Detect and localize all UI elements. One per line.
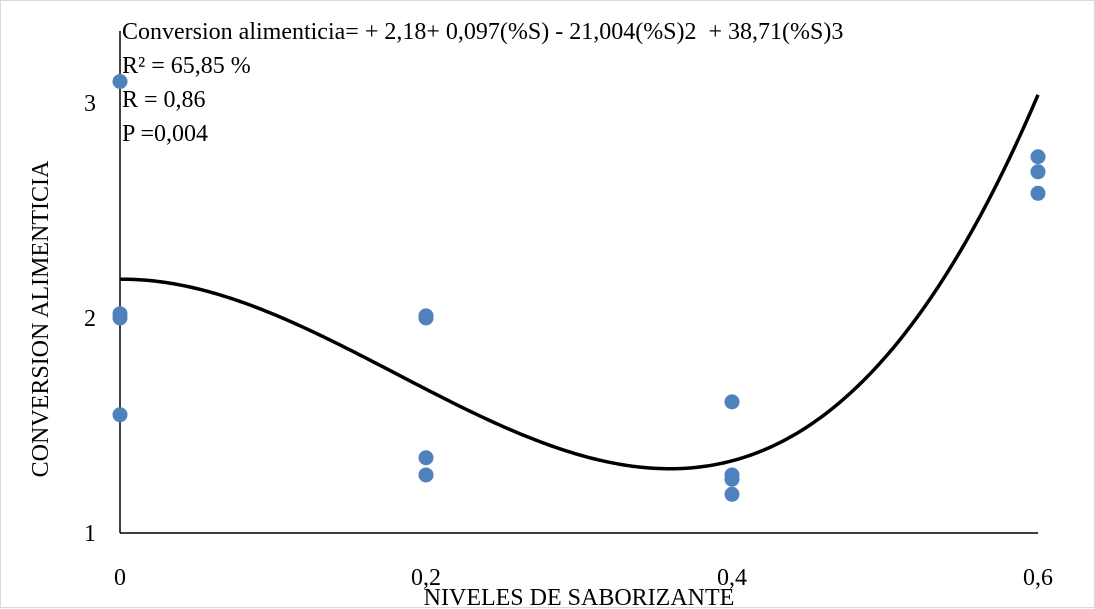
data-point: [418, 450, 434, 466]
data-point: [724, 471, 740, 487]
data-point: [418, 467, 434, 483]
data-point: [112, 407, 128, 423]
data-point: [112, 74, 128, 89]
y-axis-title: CONVERSION ALIMENTICIA: [28, 160, 54, 477]
data-point: [1030, 185, 1046, 201]
y-tick-label: 2: [84, 306, 96, 332]
regression-curve: [119, 94, 1040, 471]
y-tick-label: 1: [84, 521, 96, 547]
data-point: [1030, 164, 1046, 180]
x-tick-labels: 0 0,2 0,4 0,6: [114, 565, 1053, 591]
x-axis-title: NIVELES DE SABORIZANTE: [424, 585, 735, 609]
equation-annotation: P =0,004: [122, 121, 208, 147]
x-tick-label: 0,2: [411, 565, 441, 591]
data-points: [112, 74, 1046, 502]
x-tick-label: 0,6: [1023, 565, 1053, 591]
data-point: [724, 486, 740, 502]
equation-annotation: Conversion alimenticia= + 2,18+ 0,097(%S…: [122, 19, 843, 45]
data-point: [724, 394, 740, 410]
y-tick-labels: 1 2 3: [84, 91, 96, 547]
axes: [119, 31, 1038, 534]
equation-annotation: R = 0,86: [122, 87, 206, 113]
equation-annotation: R² = 65,85 %: [122, 53, 251, 79]
annotations: Conversion alimenticia= + 2,18+ 0,097(%S…: [122, 19, 843, 147]
data-point: [1030, 149, 1046, 165]
y-tick-label: 3: [84, 91, 96, 117]
data-point: [112, 310, 128, 326]
x-tick-label: 0: [114, 565, 126, 591]
data-point: [418, 310, 434, 326]
x-tick-label: 0,4: [717, 565, 747, 591]
